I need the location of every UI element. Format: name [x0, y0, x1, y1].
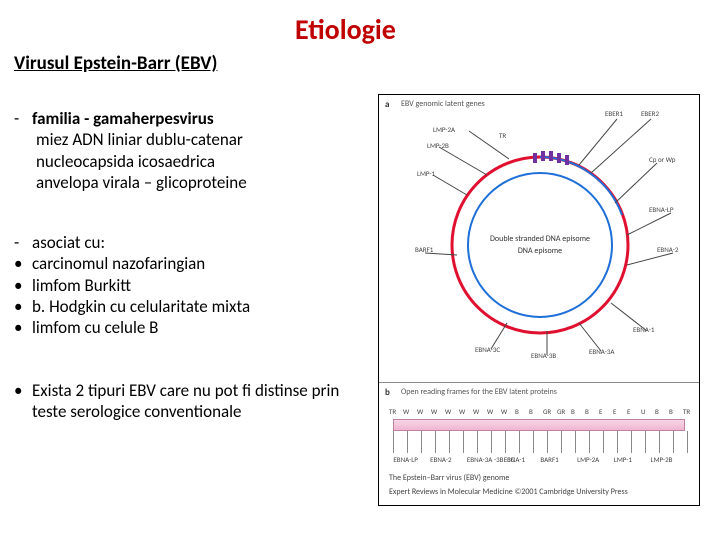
track-label: W	[431, 407, 437, 416]
figure-title: The Epstein–Barr virus (EBV) genome	[389, 473, 509, 483]
track-label: TR	[683, 407, 690, 416]
list-item: Exista 2 tipuri EBV care nu pot fi disti…	[32, 380, 359, 423]
track-tick	[603, 431, 604, 453]
track-tick	[505, 431, 506, 453]
bullet-marker: -	[14, 108, 32, 129]
block-types: • Exista 2 tipuri EBV care nu pot fi dis…	[14, 380, 359, 423]
track-tick	[589, 431, 590, 453]
track-label: B	[585, 407, 589, 416]
track-label: E	[599, 407, 602, 416]
block1-line: anvelopa virala – glicoproteine	[14, 172, 359, 193]
genome-label: EBNA-3B	[531, 351, 556, 360]
track-tick	[435, 431, 436, 453]
gene-label: LMP-1	[614, 455, 632, 464]
track-label: B	[515, 407, 519, 416]
track-label: W	[459, 407, 465, 416]
subtitle: Virusul Epstein-Barr (EBV)	[14, 52, 217, 75]
genome-label: LMP-2B	[427, 141, 449, 150]
track-tick	[477, 431, 478, 453]
bullet-marker: •	[14, 296, 32, 317]
track-tick	[449, 431, 450, 453]
panel-label-b: b	[385, 387, 390, 398]
track-tick	[659, 431, 660, 453]
track-label: E	[613, 407, 616, 416]
svg-text:DNA episome: DNA episome	[518, 246, 562, 256]
track-tick	[561, 431, 562, 453]
track-tick	[687, 431, 688, 453]
genome-label: EBER2	[641, 109, 659, 118]
track-label: B	[571, 407, 575, 416]
track-label: U	[641, 407, 646, 416]
block-associated: - asociat cu: •carcinomul nazofaringian …	[14, 232, 359, 338]
track-tick	[631, 431, 632, 453]
genome-label: EBNA-1	[633, 325, 654, 334]
track-tick	[463, 431, 464, 453]
genome-label: Cp or Wp	[649, 155, 675, 164]
list-item: b. Hodgkin cu celularitate mixta	[32, 296, 359, 317]
genome-label: EBER1	[605, 109, 623, 118]
gene-label: LMP-2B	[651, 455, 673, 464]
list-item: limfom Burkitt	[32, 275, 359, 296]
track-tick	[393, 431, 394, 453]
figure-panel-b: b Open reading frames for the EBV latent…	[379, 383, 699, 505]
genome-label: LMP-1	[417, 169, 435, 178]
panel-caption-b: Open reading frames for the EBV latent p…	[401, 387, 557, 397]
gene-label: EBNA-LP	[393, 455, 417, 464]
genome-label: EBNA-3A	[589, 347, 614, 356]
genome-label: BARF1	[415, 245, 433, 254]
bullet-marker: •	[14, 253, 32, 274]
track-label: GR	[557, 407, 565, 416]
bullet-marker: •	[14, 275, 32, 296]
track-label: B	[655, 407, 659, 416]
track-tick	[575, 431, 576, 453]
bullet-marker: •	[14, 380, 32, 423]
track-tick	[519, 431, 520, 453]
linear-genome-track	[393, 419, 685, 431]
episome-diagram: Double stranded DNA episome DNA episome	[379, 95, 701, 383]
block1-lead: familia - gamaherpesvirus	[32, 108, 359, 129]
genome-label: EBNA-2	[657, 245, 678, 254]
block-family: - familia - gamaherpesvirus miez ADN lin…	[14, 108, 359, 193]
figure-credit: Expert Reviews in Molecular Medicine ©20…	[389, 487, 628, 497]
block2-lead: asociat cu:	[32, 232, 359, 253]
page-title: Etiologie	[295, 12, 396, 47]
gene-label: EBNA-1	[504, 455, 525, 464]
track-tick	[645, 431, 646, 453]
genome-label: TR	[499, 131, 506, 140]
list-item: carcinomul nazofaringian	[32, 253, 359, 274]
list-item: limfom cu celule B	[32, 317, 359, 338]
track-label: B	[669, 407, 673, 416]
track-label: TR	[389, 407, 396, 416]
track-tick	[533, 431, 534, 453]
svg-text:Double stranded DNA episome: Double stranded DNA episome	[490, 234, 590, 244]
track-label: W	[417, 407, 423, 416]
genome-figure: a EBV genomic latent genes	[378, 94, 700, 506]
track-label: E	[627, 407, 630, 416]
track-tick	[491, 431, 492, 453]
gene-label: EBNA-2	[430, 455, 451, 464]
gene-label: BARF1	[540, 455, 558, 464]
genome-label: EBNA-LP	[649, 205, 673, 214]
block1-line: nucleocapsida icosaedrica	[14, 151, 359, 172]
bullet-marker: -	[14, 232, 32, 253]
gene-label: LMP-2A	[577, 455, 599, 464]
track-label: W	[487, 407, 493, 416]
track-label: W	[403, 407, 409, 416]
track-tick	[547, 431, 548, 453]
track-label: W	[501, 407, 507, 416]
track-tick	[673, 431, 674, 453]
genome-label: LMP-2A	[433, 125, 455, 134]
figure-panel-a: a EBV genomic latent genes	[379, 95, 699, 383]
track-tick	[407, 431, 408, 453]
track-tick	[421, 431, 422, 453]
genome-label: EBNA-3C	[475, 345, 500, 354]
block1-line: miez ADN liniar dublu-catenar	[14, 129, 359, 150]
track-label: W	[473, 407, 479, 416]
track-tick	[617, 431, 618, 453]
bullet-marker: •	[14, 317, 32, 338]
track-label: GR	[543, 407, 551, 416]
track-label: W	[445, 407, 451, 416]
track-label: B	[529, 407, 533, 416]
